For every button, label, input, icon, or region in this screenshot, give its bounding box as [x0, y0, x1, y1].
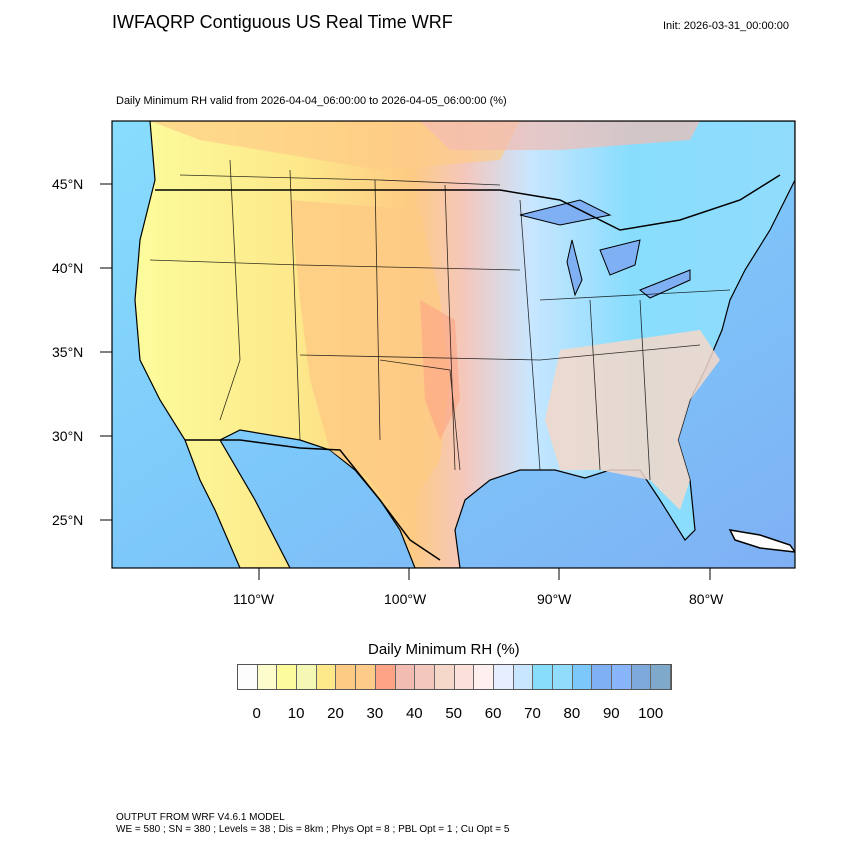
colorbar-swatch: [572, 665, 593, 689]
colorbar: [237, 664, 673, 690]
init-time: Init: 2026-03-31_00:00:00: [663, 20, 789, 32]
colorbar-swatch: [277, 665, 298, 689]
colorbar-swatch: [375, 665, 396, 689]
colorbar-swatch: [592, 665, 613, 689]
lat-label: 40°N: [52, 260, 84, 276]
plot-title: IWFAQRP Contiguous US Real Time WRF: [112, 12, 453, 32]
lat-label: 30°N: [52, 428, 84, 444]
lat-label: 35°N: [52, 344, 84, 360]
colorbar-swatch: [553, 665, 573, 689]
colorbar-swatch: [513, 665, 534, 689]
lat-label: 25°N: [52, 512, 84, 528]
colorbar-swatch: [336, 665, 357, 689]
colorbar-tick-label: 10: [287, 705, 305, 722]
lon-label: 100°W: [384, 591, 427, 607]
colorbar-tick-label: 20: [327, 705, 344, 722]
southeast-region: [545, 330, 720, 510]
colorbar-tick-label: 60: [484, 705, 502, 722]
great-lakes: [519, 199, 691, 299]
colorbar-tick-label: 50: [445, 705, 463, 722]
footer-config: WE = 580 ; SN = 380 ; Levels = 38 ; Dis …: [116, 824, 510, 835]
plains-region: [290, 200, 450, 520]
colorbar-title: Daily Minimum RH (%): [368, 641, 520, 658]
canada-region: [150, 121, 520, 170]
colorbar-tick-label: 80: [563, 705, 581, 722]
colorbar-swatch: [238, 665, 258, 689]
lon-label: 80°W: [689, 591, 724, 607]
canada-east-region: [420, 121, 700, 150]
lon-label: 90°W: [537, 591, 572, 607]
mexico-border: [185, 439, 441, 561]
axis-ticks: [100, 183, 711, 580]
colorbar-tick-label: 70: [524, 705, 541, 722]
colorbar-tick-label: 40: [405, 705, 423, 722]
colorbar-tick-label: 30: [366, 705, 384, 722]
colorbar-swatch: [297, 665, 317, 689]
colorbar-swatch: [434, 665, 455, 689]
colorbar-swatch: [454, 665, 475, 689]
colorbar-tick-label: 0: [252, 705, 261, 722]
canada-border: [155, 174, 781, 231]
colorbar-tick-label: 100: [638, 705, 664, 722]
state-borders: [149, 159, 731, 481]
colorbar-swatch: [474, 665, 494, 689]
colorbar-swatch: [415, 665, 435, 689]
lat-label: 45°N: [52, 176, 84, 192]
colorbar-swatch: [395, 665, 416, 689]
colorbar-swatch: [356, 665, 376, 689]
colorbar-swatch: [651, 665, 672, 689]
colorbar-swatch: [533, 665, 553, 689]
colorbar-swatch: [612, 665, 632, 689]
colorbar-swatch: [631, 665, 652, 689]
colorbar-swatch: [257, 665, 278, 689]
map-frame: [111, 120, 796, 569]
colorbar-swatch: [316, 665, 337, 689]
cuba: [728, 529, 795, 553]
colorbar-tick-label: 90: [602, 705, 620, 722]
lon-label: 110°W: [233, 591, 275, 607]
colorbar-swatch: [493, 665, 514, 689]
plot-subtitle: Daily Minimum RH valid from 2026-04-04_0…: [116, 95, 507, 107]
footer-model: OUTPUT FROM WRF V4.6.1 MODEL: [116, 812, 285, 823]
